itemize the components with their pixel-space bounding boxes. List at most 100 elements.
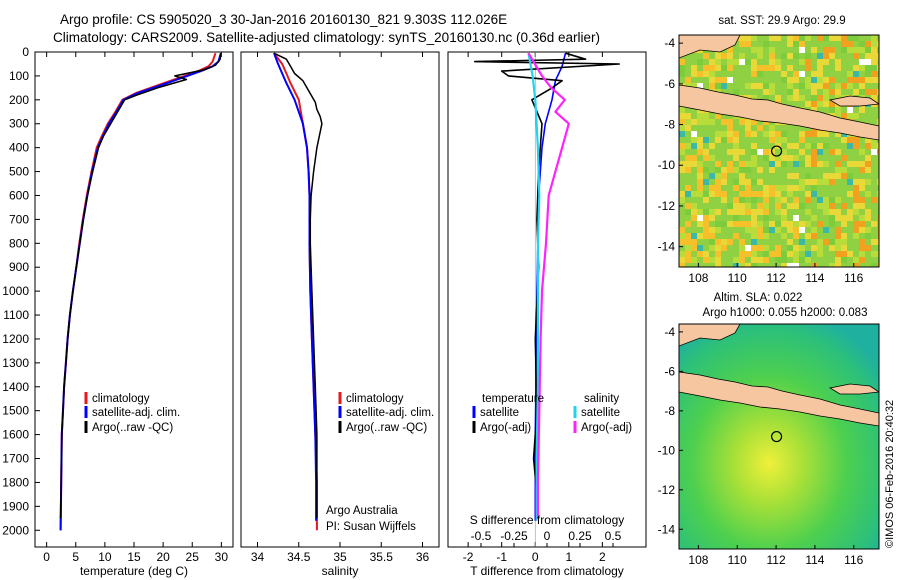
sst-cell [727,239,733,245]
s-tick-label: 0 [544,529,551,543]
y-tick-label: 1400 [2,380,29,394]
sst-cell [739,149,745,155]
sst-cell [835,197,841,203]
sst-cell [817,77,823,83]
t-difference-xlabel: T difference from climatology [470,564,624,578]
sst-cell [715,239,721,245]
x-tick-label: 10 [98,550,112,564]
sst-cell [817,245,823,251]
difference-profiles [473,52,621,547]
sst-cell [775,245,781,251]
sst-cell [859,149,865,155]
sst-cell [769,161,775,167]
sst-cell [751,179,757,185]
sst-cell [679,131,685,137]
sst-cell [787,89,793,95]
sst-cell [817,101,823,107]
sst-cell [715,179,721,185]
y-tick-label: 1900 [2,499,29,513]
sst-cell [865,155,871,161]
sst-cell [727,221,733,227]
x-tick-label: 15 [127,550,141,564]
sst-cell [751,233,757,239]
sst-cell [817,71,823,77]
sst-cell [679,257,685,263]
sst-cell [691,245,697,251]
y-tick-label: 1600 [2,428,29,442]
sst-cell [805,161,811,167]
sst-cell [679,233,685,239]
sst-cell [817,251,823,257]
sst-cell [751,197,757,203]
sst-cell [829,203,835,209]
sst-cell [853,185,859,191]
sst-cell [805,221,811,227]
argo-float-location-marker [770,145,783,157]
sst-cell [781,77,787,83]
sst-cell [679,227,685,233]
sst-cell [709,257,715,263]
sst-cell [697,173,703,179]
sst-cell [751,239,757,245]
sst-cell [799,179,805,185]
sst-cell [859,65,865,71]
sst-cell [877,59,879,65]
sst-cell [853,35,859,41]
sst-cell [841,35,847,41]
sst-cell [877,263,879,267]
sst-cell [685,119,691,125]
sst-cell [787,173,793,179]
sst-cell [697,191,703,197]
sst-cell [757,257,763,263]
sst-cell [793,227,799,233]
sst-cell [799,203,805,209]
borneo-coastline [679,35,741,59]
sst-cell [781,185,787,191]
x-tick-label: 0 [532,550,539,564]
sst-cell [769,65,775,71]
sst-cell [811,233,817,239]
sst-cell [691,233,697,239]
x-tick-label: 25 [186,550,200,564]
sst-cell [841,155,847,161]
sst-cell [799,83,805,89]
series-line-argo-raw-qc- [59,53,222,519]
sst-cell [685,257,691,263]
sst-cell [829,47,835,53]
sst-cell [697,137,703,143]
sst-cell [781,215,787,221]
sst-cell [793,185,799,191]
salinity-x-ticks: 34 34.5 35 35.5 36 [251,52,429,564]
sst-cell [751,245,757,251]
sst-cell [751,257,757,263]
series-line-argo-adj- [527,52,570,519]
sst-cell [859,77,865,83]
salinity-panel: 34 34.5 35 35.5 36 salinity climatology sate… [240,51,440,578]
sst-cell [787,77,793,83]
sst-cell [877,119,879,125]
bali-coastline [828,383,879,395]
sst-cell [751,161,757,167]
sst-cell [739,203,745,209]
sst-cell [685,191,691,197]
sst-cell [859,161,865,167]
sst-cell [691,137,697,143]
sst-cell [823,161,829,167]
lon-tick-label: 112 [767,553,786,567]
sst-cell [871,197,877,203]
sst-cell [805,131,811,137]
sst-cell [817,143,823,149]
sst-cell [871,59,877,65]
pi-annotation: PI: Susan Wijffels [326,521,416,533]
sst-cell [787,83,793,89]
title-line-2: Climatology: CARS2009. Satellite-adjuste… [53,30,600,45]
sst-cell [769,53,775,59]
sst-cell [835,167,841,173]
sst-cell [781,161,787,167]
x-tick-label: 1 [565,550,572,564]
sst-cell [709,233,715,239]
sst-cell [679,161,685,167]
sst-cell [697,245,703,251]
sst-cell [685,245,691,251]
sst-cell [715,167,721,173]
